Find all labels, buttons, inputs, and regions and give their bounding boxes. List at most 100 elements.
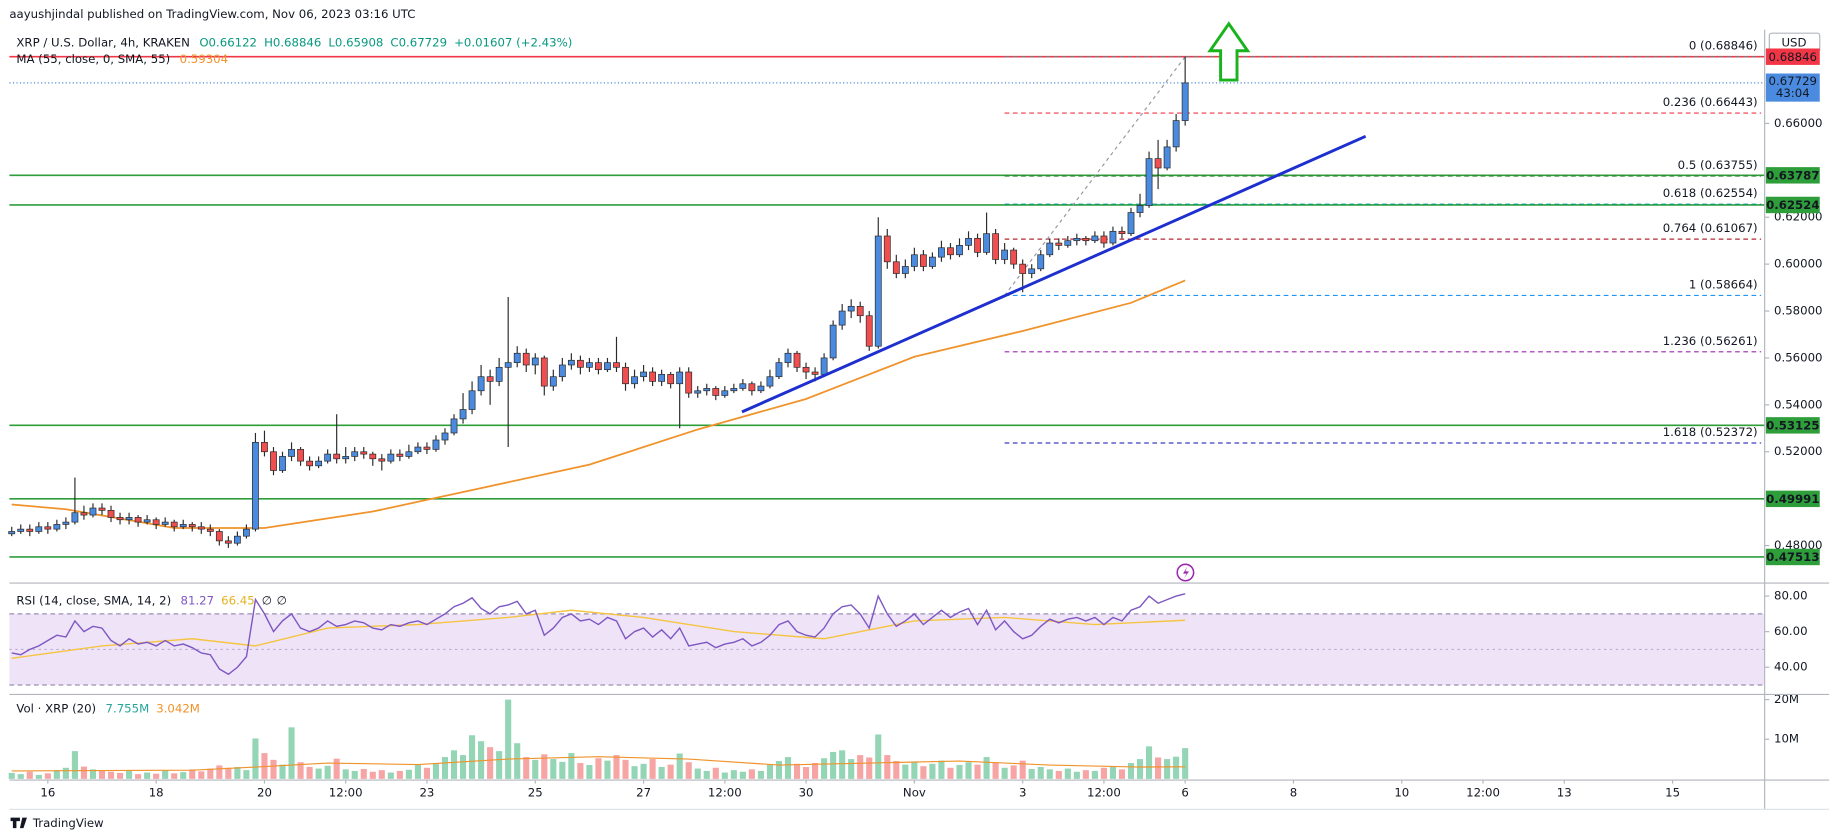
volume-bar xyxy=(53,770,60,779)
alert-bolt xyxy=(1183,566,1189,579)
x-tick-label: 10 xyxy=(1394,785,1409,799)
brand: TradingView xyxy=(32,816,104,830)
candle-body xyxy=(188,524,196,528)
volume-bar xyxy=(604,760,611,779)
resistance-tag xyxy=(1765,48,1820,65)
candle-body xyxy=(1046,242,1054,256)
candle-body xyxy=(441,432,449,441)
candle-body xyxy=(757,385,765,392)
volume-bar xyxy=(414,765,421,779)
y-tick-label: 0.60000 xyxy=(1774,257,1822,271)
volume-bar xyxy=(270,759,277,779)
candle-body xyxy=(513,352,521,363)
volume-bar xyxy=(252,738,259,779)
volume-bar xyxy=(784,757,792,779)
candle-body xyxy=(360,451,368,455)
volume-bar xyxy=(351,770,358,779)
fib-label: 0.764 (0.61067) xyxy=(1663,221,1758,235)
candle-body xyxy=(369,453,377,460)
volume-bar xyxy=(62,767,69,779)
volume-bar xyxy=(640,763,647,779)
x-tick-label: 6 xyxy=(1181,785,1188,799)
fib-label: 0.618 (0.62554) xyxy=(1663,186,1758,200)
candle-body xyxy=(919,254,927,267)
candle-body xyxy=(44,526,52,530)
volume-bar xyxy=(532,759,539,779)
candle-body xyxy=(1181,82,1189,121)
candle-body xyxy=(450,418,458,434)
candle-body xyxy=(143,519,151,523)
candle-body xyxy=(89,507,97,516)
candle-body xyxy=(658,374,666,382)
volume-bar xyxy=(775,761,783,779)
volume-bar xyxy=(541,754,548,779)
candle-body xyxy=(820,357,828,375)
volume-bar xyxy=(884,755,891,779)
legend-volume: Vol · XRP (20) 7.755M 3.042M xyxy=(16,701,199,715)
candle-body xyxy=(1010,249,1018,265)
volume-bar xyxy=(920,766,927,779)
volume-bar xyxy=(712,767,719,779)
x-tick-label: 18 xyxy=(149,785,164,799)
rsi-line xyxy=(11,593,1186,676)
volume-bar xyxy=(405,769,412,779)
candle-body xyxy=(604,362,611,371)
volume-bar xyxy=(857,755,864,779)
volume-bar xyxy=(107,771,115,779)
candle-body xyxy=(540,357,548,387)
fib-label: 1 (0.58664) xyxy=(1689,277,1758,291)
volume-bar xyxy=(243,770,250,779)
candle-body xyxy=(802,366,810,373)
volume-bar xyxy=(89,769,97,779)
volume-bar xyxy=(523,757,530,779)
volume-bar xyxy=(1100,767,1107,779)
volume-bar xyxy=(487,747,494,779)
x-tick-label: 30 xyxy=(799,785,814,799)
volume-bar xyxy=(676,753,683,779)
candle-body xyxy=(703,388,711,392)
volume-value: 7.755M xyxy=(106,701,150,715)
volume-bar xyxy=(1019,760,1026,779)
volume-ma xyxy=(11,756,1186,772)
volume-bar xyxy=(1001,767,1008,779)
volume-bar xyxy=(730,770,737,779)
volume-bar xyxy=(360,768,367,779)
rsi-sma-value: 66.45 xyxy=(221,593,255,607)
volume-bar xyxy=(622,759,629,779)
resistance-tag-label: 0.68846 xyxy=(1769,50,1817,64)
candle-body xyxy=(1109,230,1117,244)
candle-body xyxy=(35,526,43,532)
volume-bar xyxy=(631,766,638,779)
candle-body xyxy=(107,510,115,518)
x-tick-label: 27 xyxy=(636,785,651,799)
volume-bar xyxy=(802,766,810,779)
candle-body xyxy=(1127,212,1135,235)
legend-main: XRP / U.S. Dollar, 4h, KRAKEN O0.66122 H0.… xyxy=(16,35,572,49)
candle-body xyxy=(883,235,891,263)
volume-bar xyxy=(658,766,665,779)
x-tick-label: 16 xyxy=(40,785,55,799)
candle-body xyxy=(847,305,855,312)
volume-bar xyxy=(956,765,963,779)
volume-bar xyxy=(577,763,584,779)
candle-body xyxy=(98,507,106,511)
volume-bar xyxy=(288,727,295,779)
volume-bar xyxy=(378,770,385,779)
volume-bar xyxy=(135,774,142,779)
candle-body xyxy=(865,315,873,347)
candle-body xyxy=(261,442,268,453)
candle-body xyxy=(1172,120,1180,148)
volume-bar xyxy=(207,768,214,779)
fib-label: 1.618 (0.52372) xyxy=(1663,425,1758,439)
volume-bar xyxy=(126,770,133,779)
candle-body xyxy=(423,446,431,450)
candle-body xyxy=(80,512,88,516)
level-tag-label: 0.62524 xyxy=(1766,198,1819,212)
candle-body xyxy=(784,352,792,363)
volume-bar xyxy=(396,770,403,779)
panes: 0.48000 0.52000 0.54000 0.56000 0.58000 0.600… xyxy=(8,39,1822,799)
candle-body xyxy=(152,519,160,525)
volume-bar xyxy=(198,771,205,779)
x-tick-label: 23 xyxy=(419,785,434,799)
candle-body xyxy=(414,446,422,453)
